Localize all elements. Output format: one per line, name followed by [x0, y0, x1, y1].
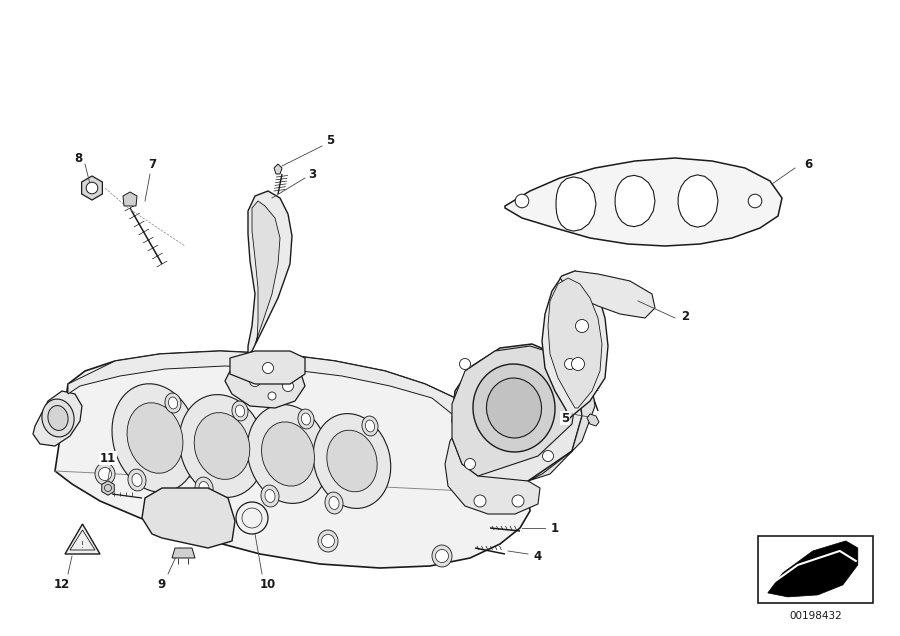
Text: 4: 4 [534, 550, 542, 562]
Ellipse shape [205, 505, 225, 527]
Ellipse shape [165, 393, 181, 413]
Ellipse shape [42, 399, 74, 437]
Polygon shape [615, 176, 655, 226]
Circle shape [515, 194, 529, 208]
Circle shape [86, 182, 98, 194]
Ellipse shape [261, 485, 279, 507]
Polygon shape [65, 524, 100, 554]
Ellipse shape [262, 422, 314, 486]
Polygon shape [68, 351, 485, 436]
Circle shape [98, 467, 112, 481]
Ellipse shape [179, 394, 265, 497]
Ellipse shape [195, 477, 213, 499]
Ellipse shape [95, 463, 115, 485]
Circle shape [268, 392, 276, 400]
Ellipse shape [487, 378, 542, 438]
Bar [758, 536, 873, 603]
Circle shape [512, 495, 524, 507]
Polygon shape [248, 191, 292, 354]
Circle shape [460, 359, 471, 370]
Ellipse shape [168, 397, 177, 409]
Ellipse shape [365, 420, 374, 432]
Ellipse shape [298, 409, 314, 429]
Text: 10: 10 [260, 577, 276, 590]
Text: 5: 5 [326, 134, 334, 148]
Circle shape [263, 363, 274, 373]
Circle shape [209, 509, 221, 523]
Polygon shape [82, 176, 103, 200]
Ellipse shape [362, 416, 378, 436]
Polygon shape [452, 344, 582, 494]
Polygon shape [225, 364, 305, 408]
Polygon shape [505, 158, 782, 246]
Ellipse shape [112, 384, 198, 492]
Circle shape [249, 375, 260, 387]
Circle shape [436, 550, 448, 562]
Text: 1: 1 [551, 522, 559, 534]
Circle shape [748, 194, 761, 208]
Polygon shape [102, 481, 114, 495]
Ellipse shape [194, 413, 250, 480]
Ellipse shape [48, 406, 68, 431]
Circle shape [572, 357, 584, 371]
Polygon shape [33, 391, 82, 446]
Text: 9: 9 [158, 577, 166, 590]
Text: 8: 8 [74, 151, 82, 165]
Polygon shape [230, 351, 305, 384]
Polygon shape [445, 438, 540, 514]
Circle shape [564, 359, 575, 370]
Ellipse shape [132, 474, 142, 487]
Text: 12: 12 [54, 577, 70, 590]
Circle shape [464, 459, 475, 469]
Circle shape [321, 534, 335, 548]
Text: 00198432: 00198432 [789, 611, 842, 621]
Ellipse shape [328, 497, 339, 509]
Text: 6: 6 [804, 158, 812, 170]
Polygon shape [548, 278, 602, 408]
Text: 2: 2 [681, 310, 689, 322]
Text: 3: 3 [308, 167, 316, 181]
Circle shape [543, 450, 553, 462]
Polygon shape [172, 548, 195, 558]
Polygon shape [528, 348, 595, 481]
Polygon shape [768, 541, 858, 597]
Text: !: ! [81, 541, 84, 551]
Ellipse shape [432, 545, 452, 567]
Ellipse shape [302, 413, 310, 425]
Polygon shape [678, 175, 718, 227]
Ellipse shape [265, 490, 275, 502]
Ellipse shape [128, 469, 146, 491]
Polygon shape [252, 201, 280, 344]
Polygon shape [542, 271, 608, 418]
Ellipse shape [236, 405, 245, 417]
Ellipse shape [318, 530, 338, 552]
Polygon shape [123, 192, 137, 206]
Ellipse shape [127, 403, 183, 473]
Ellipse shape [327, 430, 377, 492]
Ellipse shape [248, 404, 328, 503]
Polygon shape [274, 164, 282, 174]
Text: 5: 5 [561, 411, 569, 424]
Polygon shape [142, 488, 235, 548]
Polygon shape [560, 271, 655, 318]
Polygon shape [452, 346, 578, 476]
Ellipse shape [232, 401, 248, 421]
Circle shape [283, 380, 293, 392]
Ellipse shape [473, 364, 555, 452]
Text: 11: 11 [100, 452, 116, 464]
Circle shape [474, 495, 486, 507]
Polygon shape [587, 414, 599, 426]
Ellipse shape [313, 413, 391, 508]
Polygon shape [55, 351, 530, 568]
Polygon shape [556, 177, 596, 231]
Circle shape [575, 319, 589, 333]
Text: 7: 7 [148, 158, 156, 170]
Ellipse shape [199, 481, 209, 494]
Ellipse shape [325, 492, 343, 514]
